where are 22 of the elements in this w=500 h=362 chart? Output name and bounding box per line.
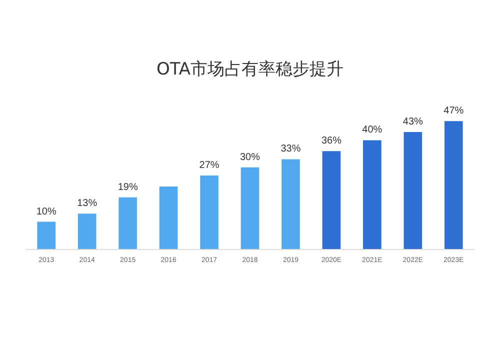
data-label: 30% (240, 152, 260, 163)
bar (78, 214, 96, 249)
data-label: 40% (362, 124, 382, 136)
bar (37, 222, 56, 249)
data-label: 13% (77, 198, 98, 210)
data-label: 33% (280, 144, 301, 155)
bar (363, 140, 382, 249)
data-label: 27% (199, 160, 220, 172)
data-label: 47% (444, 106, 464, 117)
data-label: 19% (118, 182, 138, 193)
bar (322, 151, 341, 249)
bar (404, 132, 422, 249)
bar (200, 176, 218, 249)
bar (159, 186, 178, 249)
bar (240, 167, 260, 249)
bar (118, 197, 137, 249)
data-label: 36% (321, 136, 342, 147)
bar (282, 159, 300, 249)
chart-title: OTA市场占有率稳步提升 (156, 60, 344, 80)
bar (444, 121, 463, 249)
data-label: 10% (36, 206, 56, 218)
data-label: 43% (402, 116, 424, 128)
